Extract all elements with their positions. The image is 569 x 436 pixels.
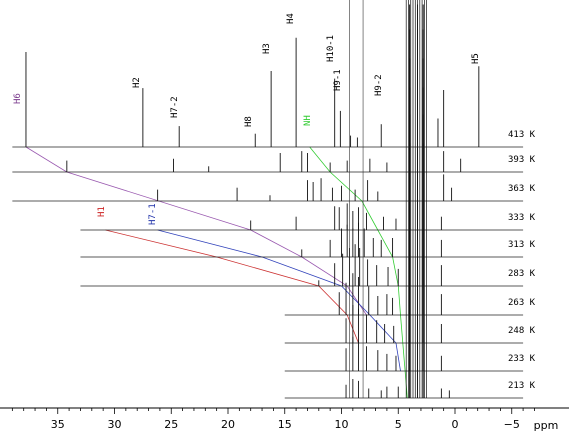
temperature-label: 233 K xyxy=(508,354,536,364)
temperature-label: 313 K xyxy=(508,240,536,250)
temperature-label: 363 K xyxy=(508,184,536,194)
x-tick-label: 10 xyxy=(335,418,349,431)
spectrum-413k xyxy=(12,4,524,148)
temperature-label: 333 K xyxy=(508,213,536,223)
temperature-label: 248 K xyxy=(508,326,536,336)
peak-label-h10-1: H10-1 xyxy=(326,35,336,62)
trace-line xyxy=(25,146,367,316)
x-tick-label: 35 xyxy=(51,418,65,431)
x-axis-label: ppm xyxy=(534,419,559,432)
peak-label-h9-1: H9-1 xyxy=(333,69,343,91)
peak-label-nh: NH xyxy=(303,115,313,126)
x-tick-label: 20 xyxy=(221,418,235,431)
spectra xyxy=(12,0,524,399)
peak-label-h7-1: H7-1 xyxy=(148,203,158,225)
peak-label-h6: H6 xyxy=(13,93,23,104)
trace-line xyxy=(309,146,408,399)
x-axis: 35 30 25 20 15 10 5 0 −5 ppm xyxy=(0,407,569,432)
spectrum-263k xyxy=(284,172,524,316)
trace-line xyxy=(157,229,401,372)
peak-label-h4: H4 xyxy=(286,13,296,24)
correlation-traces xyxy=(25,146,408,399)
spectrum-213k xyxy=(284,255,524,399)
peak-label-h1: H1 xyxy=(97,206,107,217)
spectrum-363k xyxy=(12,58,524,202)
spectrum-248k xyxy=(284,200,524,344)
peak-label-h7-2: H7-2 xyxy=(170,96,180,118)
x-tick-label: 15 xyxy=(278,418,292,431)
temperature-label: 413 K xyxy=(508,130,536,140)
peak-label-h8: H8 xyxy=(244,116,254,127)
x-tick-label: 30 xyxy=(108,418,122,431)
x-tick-label: 0 xyxy=(452,418,459,431)
peak-label-h9-2: H9-2 xyxy=(374,74,384,96)
temperature-label: 213 K xyxy=(508,381,536,391)
peak-label-h2: H2 xyxy=(132,77,142,88)
peak-label-h3: H3 xyxy=(262,43,272,54)
peak-labels: H6 H2 H7-2 H8 H3 H4 NH H10-1 H9-1 H9-2 H5 H1 H7-1 xyxy=(13,13,481,225)
temperature-labels: 413 K 393 K 363 K 333 K 313 K 283 K 263 K 248 K… xyxy=(508,130,536,391)
spectrum-313k xyxy=(80,114,524,258)
x-axis-ticks: 35 30 25 20 15 10 5 0 −5 xyxy=(11,408,535,431)
x-tick-label: −5 xyxy=(504,418,520,431)
spectrum-233k xyxy=(284,228,524,372)
solvent-region xyxy=(349,0,427,398)
peak-label-h5: H5 xyxy=(471,53,481,64)
temperature-label: 393 K xyxy=(508,155,536,165)
temperature-label: 263 K xyxy=(508,298,536,308)
trace-line xyxy=(105,229,359,344)
temperature-label: 283 K xyxy=(508,269,536,279)
x-tick-label: 25 xyxy=(164,418,178,431)
x-tick-label: 5 xyxy=(395,418,402,431)
